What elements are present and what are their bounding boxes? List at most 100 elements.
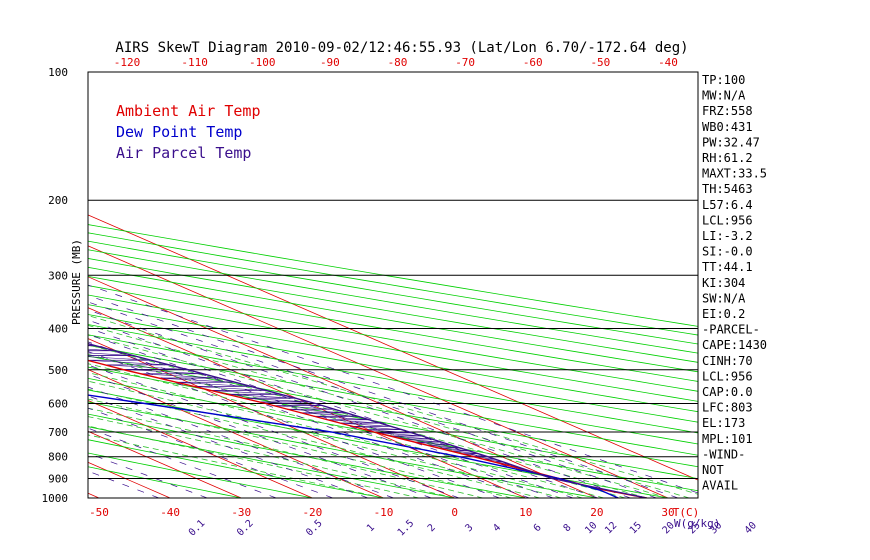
mixing-ratio-line	[88, 333, 554, 498]
stat-item: MPL:101	[702, 432, 753, 446]
stat-item: CAP:0.0	[702, 385, 753, 399]
cape-hatch	[88, 348, 113, 351]
moist-adiabat-line	[88, 334, 669, 498]
dry-adiabat-line	[88, 224, 698, 327]
stat-item: TH:5463	[702, 182, 753, 196]
stat-item: SI:-0.0	[702, 245, 753, 259]
stat-item: LCL:956	[702, 369, 753, 383]
isotherm-line	[88, 338, 455, 498]
mixing-unit-label: W(g/kg)	[674, 517, 720, 530]
mixing-ratio-line	[88, 395, 368, 498]
cape-hatch	[287, 408, 346, 414]
top-temp-tick-label: -90	[320, 56, 340, 69]
isotherm-line	[88, 400, 313, 498]
y-axis-label: PRESSURE (MB)	[70, 239, 83, 325]
stat-item: TP:100	[702, 73, 745, 87]
cape-hatch	[339, 422, 391, 427]
bottom-temp-tick-label: 20	[590, 506, 603, 519]
pressure-tick-label: 200	[48, 194, 68, 207]
mixing-ratio-label: 1	[365, 522, 377, 534]
mixing-ratio-line	[88, 319, 598, 498]
cape-hatch	[209, 390, 280, 395]
series-line	[88, 343, 647, 498]
legend-entry: Air Parcel Temp	[116, 144, 251, 162]
cape-hatch	[326, 419, 380, 424]
stat-item: WB0:431	[702, 120, 753, 134]
mixing-ratio-label: 6	[532, 522, 544, 534]
cape-hatch	[401, 438, 441, 443]
isotherm-line	[88, 276, 598, 498]
moist-adiabat-line	[88, 380, 562, 498]
top-temp-tick-label: -100	[249, 56, 276, 69]
mixing-ratio-label: 1.5	[396, 518, 417, 539]
dry-adiabat-line	[88, 389, 669, 498]
cape-hatch	[352, 426, 402, 430]
top-temp-tick-label: -80	[388, 56, 408, 69]
moist-adiabat-line	[88, 344, 647, 498]
dry-adiabat-line	[88, 401, 597, 498]
cape-hatch	[300, 412, 358, 417]
stat-item: RH:61.2	[702, 151, 753, 165]
dry-adiabat-line	[88, 366, 698, 480]
mixing-ratio-label: 2	[426, 522, 438, 534]
stat-item: EL:173	[702, 416, 745, 430]
mixing-ratio-label: 4	[491, 522, 503, 534]
isotherm-line	[88, 214, 698, 481]
cape-hatch	[242, 397, 310, 403]
cape-hatch	[122, 369, 203, 375]
mixing-ratio-line	[88, 295, 679, 498]
bottom-temp-tick-label: 0	[451, 506, 458, 519]
pressure-tick-label: 300	[48, 269, 68, 282]
pressure-tick-label: 1000	[42, 492, 69, 505]
top-temp-tick-label: -120	[114, 56, 141, 69]
dry-adiabat-line	[88, 413, 526, 498]
mixing-ratio-label: 0.1	[187, 518, 208, 539]
dry-adiabat-line	[88, 377, 698, 492]
cape-hatch	[273, 405, 335, 410]
bottom-temp-tick-label: -20	[302, 506, 322, 519]
cape-hatch	[364, 429, 413, 434]
stat-item: L57:6.4	[702, 198, 753, 212]
cape-hatch	[377, 432, 422, 437]
stat-item: NOT	[702, 463, 724, 477]
mixing-ratio-label: 10	[583, 520, 599, 536]
cape-hatch	[88, 352, 132, 356]
cape-hatch	[104, 364, 187, 370]
stat-item: LI:-3.2	[702, 229, 753, 243]
mixing-ratio-label: 0.2	[235, 518, 256, 539]
bottom-temp-tick-label: 10	[519, 506, 532, 519]
stat-item: MAXT:33.5	[702, 167, 767, 181]
mixing-ratio-line	[88, 327, 574, 498]
cape-hatch	[0, 330, 54, 335]
dry-adiabat-line	[88, 324, 698, 434]
dry-adiabat-line	[88, 285, 698, 392]
pressure-tick-label: 900	[48, 473, 68, 486]
stat-item: CAPE:1430	[702, 338, 767, 352]
series-line	[88, 394, 619, 498]
dry-adiabat-line	[88, 426, 455, 498]
cape-hatch	[313, 415, 369, 421]
dry-adiabat-line	[88, 240, 698, 345]
cape-hatch	[0, 319, 8, 325]
pressure-tick-label: 100	[48, 66, 68, 79]
mixing-ratio-line	[88, 351, 500, 498]
legend-entry: Dew Point Temp	[116, 123, 242, 141]
dry-adiabat-line	[88, 304, 698, 413]
stat-item: PW:32.47	[702, 135, 760, 149]
mixing-ratio-line	[88, 373, 432, 498]
bottom-temp-tick-label: -10	[374, 506, 394, 519]
series-line	[88, 359, 647, 498]
mixing-ratio-line	[88, 386, 394, 498]
isotherm-line	[88, 245, 669, 498]
cape-hatch	[0, 335, 74, 340]
moist-adiabat-line	[88, 407, 484, 498]
plot-frame	[87, 71, 699, 499]
chart-title: AIRS SkewT Diagram 2010-09-02/12:46:55.9…	[115, 40, 688, 56]
cape-hatch	[88, 356, 151, 361]
bottom-temp-tick-label: 30	[661, 506, 674, 519]
top-temp-tick-label: -50	[590, 56, 610, 69]
dry-adiabat-line	[88, 334, 698, 445]
